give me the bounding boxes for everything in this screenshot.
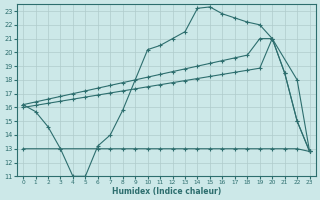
X-axis label: Humidex (Indice chaleur): Humidex (Indice chaleur) bbox=[112, 187, 221, 196]
